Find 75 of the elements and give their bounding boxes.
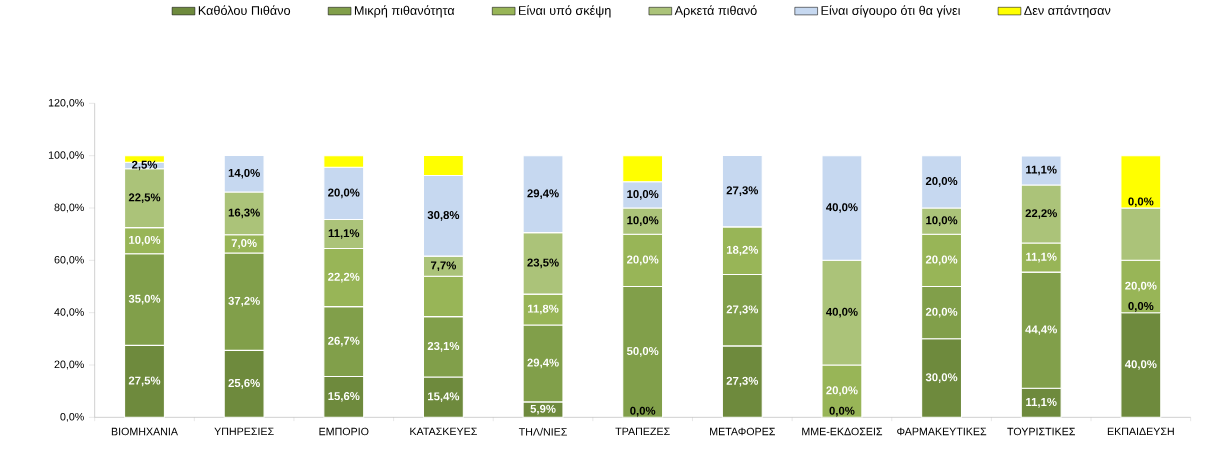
data-label: 44,4% (1025, 325, 1057, 336)
data-label: 10,0% (627, 190, 659, 200)
x-tick-label: ΥΠΗΡΕΣΙΕΣ (214, 427, 274, 436)
legend-label: Δεν απάντησαν (1024, 5, 1111, 18)
legend-label: Καθόλου Πιθάνο (198, 5, 291, 15)
data-label: 20,0% (925, 177, 958, 187)
y-tick-label: 100,0% (48, 151, 84, 161)
data-label: 27,3% (726, 186, 759, 196)
data-label: 20,0% (925, 307, 958, 318)
data-label: 11,1% (1026, 252, 1057, 263)
legend-label: Είναι σίγουρο ότι θα γίνει (821, 5, 961, 18)
data-label: 40,0% (826, 203, 858, 213)
data-label: 11,1% (1026, 397, 1057, 408)
x-tick-label: ΤΟΥΡΙΣΤΙΚΕΣ (1007, 427, 1075, 436)
data-label: 22,2% (328, 272, 360, 283)
data-label: 40,0% (826, 307, 858, 318)
data-label: 15,6% (328, 392, 360, 402)
x-tick-label: ΜΕΤΑΦΟΡΕΣ (710, 427, 775, 436)
y-tick-label: 40,0% (54, 308, 84, 318)
data-label: 20,0% (1125, 281, 1157, 292)
data-label: 16,3% (228, 208, 260, 219)
data-label: 37,2% (228, 296, 260, 307)
annotation: 0,0% (630, 406, 656, 417)
x-tick-label: ΜΜΕ-ΕΚΔΟΣΕΙΣ (802, 427, 883, 436)
x-tick-label: ΚΑΤΑΣΚΕΥΕΣ (410, 427, 477, 436)
data-label: 29,4% (527, 189, 559, 199)
data-label: 27,5% (128, 376, 161, 387)
data-label: 22,5% (128, 193, 161, 204)
legend-label: Είναι υπό σκέψη (519, 5, 611, 18)
x-tick-label: ΕΚΠΑΙΔΕΥΣΗ (1107, 427, 1174, 436)
data-label: 11,1% (328, 229, 360, 239)
data-label: 23,5% (527, 258, 559, 269)
data-label: 5,9% (530, 404, 556, 415)
data-label: 10,0% (627, 216, 659, 226)
data-label: 50,0% (626, 347, 659, 357)
x-tick-label: ΤΗΛ/ΝΙΕΣ (518, 427, 567, 436)
data-label: 27,3% (726, 305, 759, 316)
y-tick-label: 20,0% (54, 360, 84, 370)
data-label: 40,0% (1124, 360, 1157, 370)
data-label: 18,2% (726, 245, 759, 256)
data-label: 2,5% (131, 160, 158, 171)
legend-label: Αρκετά πιθανό (674, 5, 757, 18)
y-tick-label: 80,0% (54, 203, 84, 213)
data-label: 15,4% (428, 392, 460, 403)
data-label: 11,1% (1026, 165, 1057, 176)
data-label: 20,0% (925, 255, 958, 266)
annotation: 0,0% (1128, 197, 1154, 208)
annotation: 0,0% (829, 406, 855, 417)
data-label: 29,4% (527, 358, 559, 369)
data-label: 20,0% (826, 386, 858, 396)
data-label: 20,0% (627, 255, 659, 266)
data-label: 30,0% (925, 373, 958, 383)
data-label: 10,0% (129, 235, 161, 246)
x-tick-label: ΦΑΡΜΑΚΕΥΤΙΚΕΣ (897, 427, 987, 436)
data-label: 23,1% (427, 341, 460, 352)
annotation: 0,0% (1128, 302, 1154, 312)
y-tick-label: 60,0% (54, 255, 84, 265)
data-label: 7,7% (430, 261, 457, 272)
x-tick-label: ΕΜΠΟΡΙΟ (319, 427, 369, 436)
legend-label: Μικρή πιθανότητα (354, 5, 455, 18)
y-tick-label: 120,0% (48, 98, 84, 108)
data-label: 35,0% (128, 294, 161, 305)
data-label: 10,0% (926, 216, 958, 226)
y-tick-label: 0,0% (60, 412, 84, 422)
data-label: 27,3% (726, 376, 759, 387)
data-label: 25,6% (228, 379, 260, 389)
data-label: 7,0% (231, 239, 257, 249)
x-tick-label: ΤΡΑΠΕΖΕΣ (615, 427, 670, 436)
x-tick-label: ΒΙΟΜΗΧΑΝΙΑ (111, 427, 178, 436)
data-label: 11,8% (527, 304, 559, 315)
data-label: 14,0% (228, 168, 260, 179)
data-label: 22,2% (1025, 209, 1057, 219)
data-label: 30,8% (427, 211, 460, 221)
data-label: 26,7% (328, 336, 360, 347)
data-label: 20,0% (328, 188, 360, 199)
